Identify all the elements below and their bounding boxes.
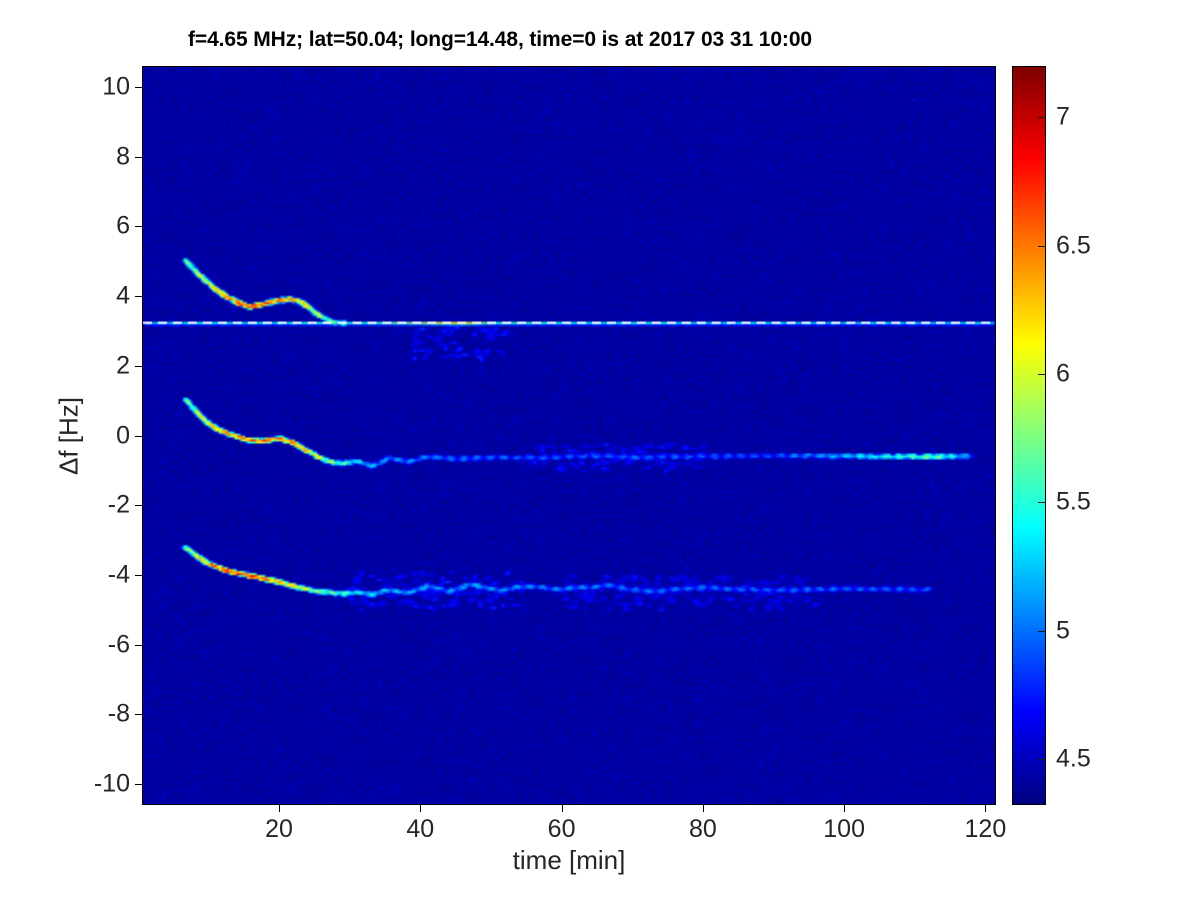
x-tick-mark <box>561 805 563 812</box>
colorbar-tick-mark <box>1038 245 1046 247</box>
colorbar-tick-mark <box>1038 630 1046 632</box>
colorbar-tick-label: 5.5 <box>1056 487 1091 516</box>
y-tick-mark <box>135 644 142 646</box>
x-tick-mark <box>279 805 281 812</box>
x-tick-label: 120 <box>964 815 1007 843</box>
x-tick-mark <box>420 805 422 812</box>
y-tick-mark <box>135 296 142 298</box>
y-tick-label: 8 <box>116 142 130 171</box>
y-tick-label: 6 <box>116 211 130 240</box>
colorbar-gradient <box>1012 66 1046 805</box>
y-axis-label: Δf [Hz] <box>53 396 84 475</box>
colorbar-tick-mark <box>1038 373 1046 375</box>
y-tick-label: -2 <box>107 490 130 519</box>
x-tick-label: 60 <box>547 815 576 843</box>
y-tick-mark <box>135 574 142 576</box>
colorbar-tick-label: 5 <box>1056 616 1070 644</box>
colorbar-tick-mark <box>1038 758 1046 760</box>
y-tick-mark <box>135 505 142 507</box>
colorbar-tick-mark <box>1038 117 1046 119</box>
y-tick-mark <box>135 784 142 786</box>
x-tick-label: 80 <box>688 815 717 843</box>
y-tick-mark <box>135 156 142 158</box>
y-tick-label: -8 <box>107 699 130 728</box>
x-tick-label: 20 <box>265 815 293 843</box>
y-tick-mark <box>135 86 142 88</box>
x-tick-mark <box>985 805 987 812</box>
colorbar-tick-label: 4.5 <box>1056 744 1091 773</box>
plot-axes: 10 8 6 4 2 0 -2 -4 -6 -8 -10 20 40 60 80 100 120 <box>94 66 1006 843</box>
y-tick-label: 10 <box>102 72 130 101</box>
x-tick-label: 100 <box>823 815 865 843</box>
y-tick-mark <box>135 365 142 367</box>
y-tick-label: -10 <box>93 769 130 798</box>
y-tick-label: -4 <box>107 560 130 589</box>
colorbar-tick-label: 6.5 <box>1056 231 1091 260</box>
y-axis-label-host: Δf [Hz] <box>0 66 84 805</box>
y-tick-label: 0 <box>116 421 130 449</box>
page-title: f=4.65 MHz; lat=50.04; long=14.48, time=… <box>188 28 812 51</box>
y-tick-label: 4 <box>116 281 130 310</box>
x-tick-mark <box>702 805 704 812</box>
colorbar-tick-label: 6 <box>1056 359 1070 388</box>
y-tick-label: -6 <box>107 630 130 659</box>
colorbar-tick-label: 7 <box>1056 102 1070 131</box>
y-tick-label: 2 <box>116 351 130 380</box>
y-tick-mark <box>135 435 142 437</box>
colorbar-tick-mark <box>1038 502 1046 504</box>
x-axis-label: time [min] <box>512 845 626 875</box>
y-tick-mark <box>135 714 142 716</box>
x-tick-label: 40 <box>406 815 435 843</box>
x-tick-mark <box>844 805 846 812</box>
spectrogram-heatmap <box>142 66 996 805</box>
colorbar: 4.5 5 5.5 6 6.5 7 <box>1012 66 1091 805</box>
y-tick-mark <box>135 226 142 228</box>
